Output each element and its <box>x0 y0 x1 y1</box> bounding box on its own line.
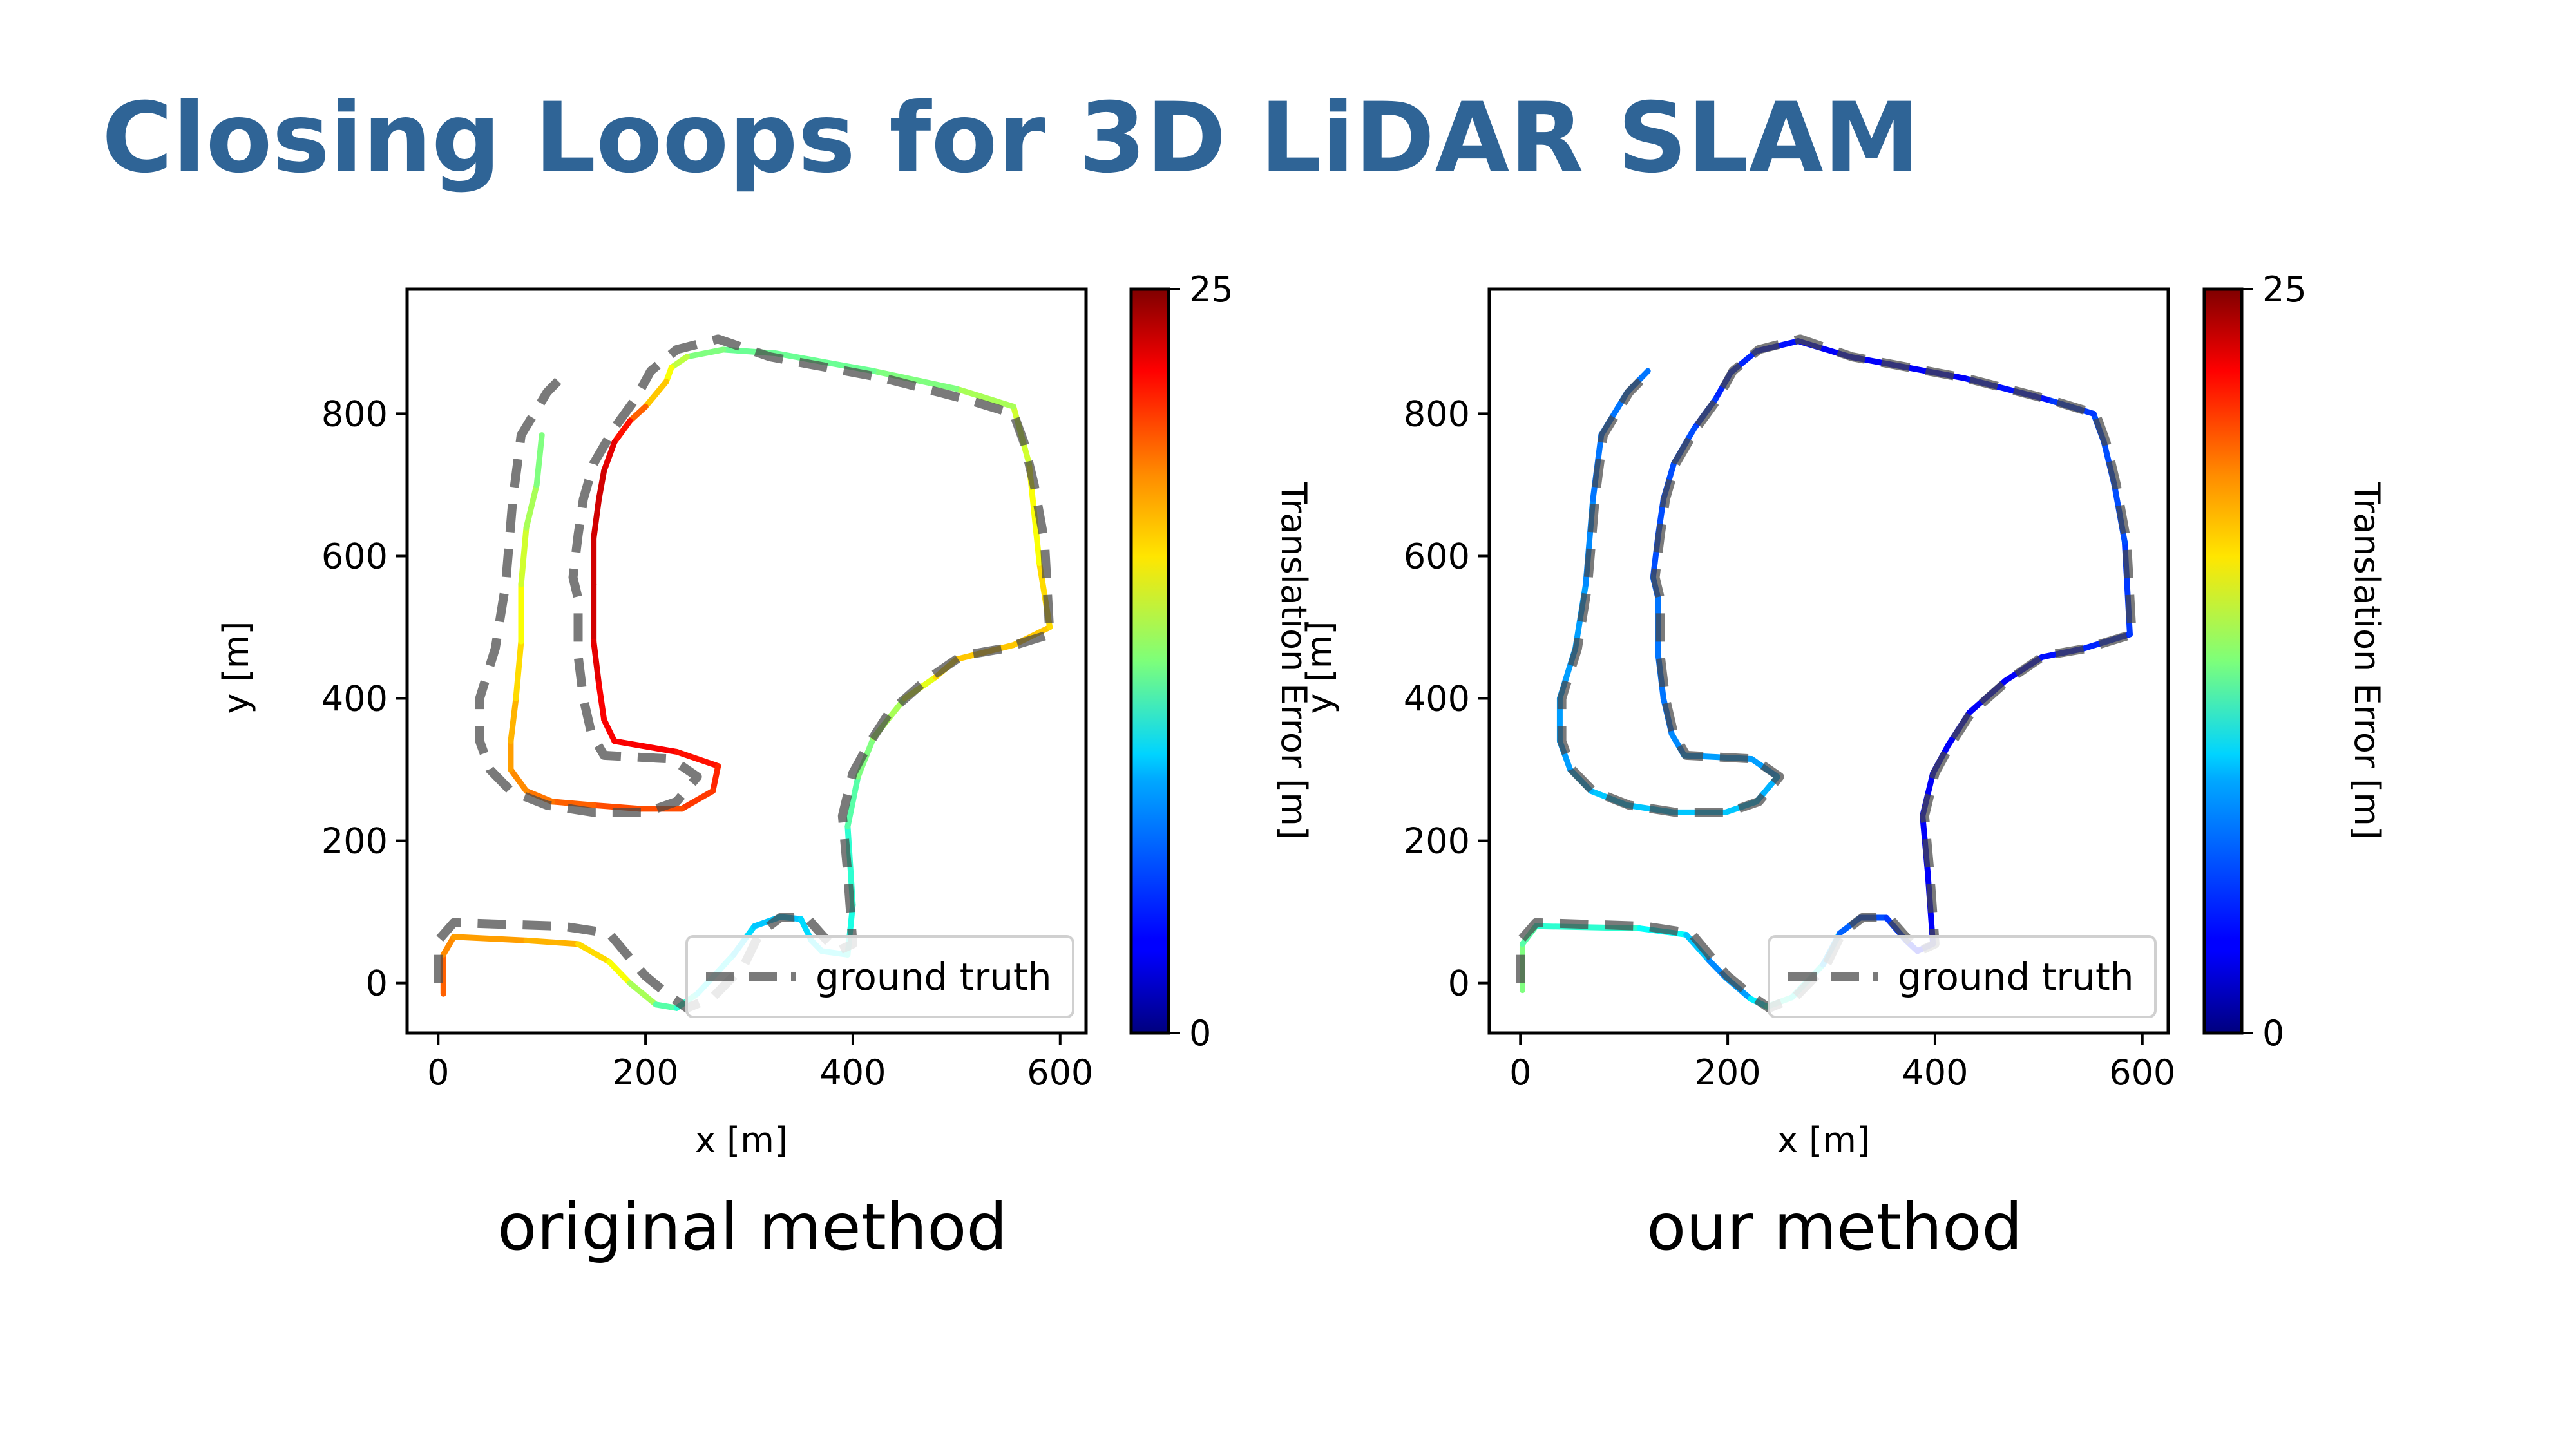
colorbar: 0 25 Translation Error [m] <box>2202 269 2387 1054</box>
legend-label: ground truth <box>1898 955 2134 999</box>
estimate-segment <box>533 432 545 488</box>
estimate-segment <box>953 386 1016 410</box>
estimate-segment <box>683 346 727 360</box>
y-tick-label: 600 <box>1404 536 1470 576</box>
estimate-segment <box>870 368 960 392</box>
estimate-segment <box>523 788 555 805</box>
estimate-segment <box>627 980 659 1008</box>
legend-box <box>685 935 1074 1018</box>
estimate-segment <box>678 788 716 812</box>
y-axis-label: y [m] <box>216 621 256 714</box>
colorbar-tick-label: 25 <box>1189 269 1234 310</box>
legend-label: ground truth <box>816 955 1052 999</box>
estimate-segment <box>627 403 649 424</box>
estimate-segment <box>575 941 613 965</box>
chart-panel-1: 0 200 400 600 0 200 400 600 800 x [m] y [m] our met… <box>1299 269 2387 1265</box>
estimate-segment <box>611 417 633 446</box>
estimate-segment <box>508 766 530 794</box>
colorbar-label: Translation Error [m] <box>2347 482 2387 840</box>
plot-frame <box>405 287 1088 1035</box>
x-axis-label: x [m] <box>1777 1120 1870 1160</box>
y-tick-label: 200 <box>1404 821 1470 862</box>
legend: ground truth <box>685 935 1074 1018</box>
y-axis-label: y [m] <box>1299 621 1340 714</box>
x-tick-label: 400 <box>819 1052 886 1093</box>
colorbar: 0 25 Translation Error [m] <box>1129 269 1314 1054</box>
y-tick-label: 400 <box>1404 679 1470 719</box>
x-tick-label: 0 <box>427 1052 449 1093</box>
colorbar-tick-label: 0 <box>1189 1013 1211 1054</box>
estimate-segment <box>710 763 721 794</box>
x-tick-label: 600 <box>2109 1052 2175 1093</box>
x-tick-label: 400 <box>1902 1052 1968 1093</box>
y-tick-label: 800 <box>321 393 388 434</box>
x-axis-label: x [m] <box>695 1120 788 1160</box>
chart-panel-0: 0 200 400 600 0 200 400 600 800 x [m] y [m] origina… <box>216 269 1314 1265</box>
colorbar-label: Translation Error [m] <box>1274 482 1314 840</box>
legend-box <box>1768 935 2157 1018</box>
y-tick-label: 200 <box>321 821 388 862</box>
estimate-segment <box>518 524 530 588</box>
y-tick-label: 600 <box>321 536 388 576</box>
colorbar-tick-label: 25 <box>2262 269 2307 310</box>
estimate-segment <box>523 937 582 947</box>
y-tick-label: 400 <box>321 679 388 719</box>
legend: ground truth <box>1768 935 2157 1018</box>
estimate-segment <box>601 717 618 744</box>
estimate-segment <box>642 379 669 410</box>
estimate-segment <box>606 958 633 987</box>
estimate-segment <box>673 748 721 770</box>
estimate-segment <box>772 350 877 374</box>
estimate-segment <box>523 482 540 531</box>
panel-caption: original method <box>497 1189 1007 1265</box>
plot-area <box>1489 289 2168 1033</box>
estimate-segment <box>844 773 861 829</box>
estimate-segment <box>591 638 602 687</box>
y-tick-label: 800 <box>1404 393 1470 434</box>
colorbar-gradient <box>2202 287 2244 1035</box>
slide-title: Closing Loops for 3D LiDAR SLAM <box>102 82 1920 194</box>
estimate-segment <box>653 1001 680 1011</box>
panel-caption: our method <box>1646 1189 2023 1265</box>
x-tick-label: 0 <box>1509 1052 1531 1093</box>
estimate-segment <box>596 468 607 502</box>
estimate-segment <box>450 934 530 943</box>
x-tick-label: 600 <box>1027 1052 1093 1093</box>
x-tick-label: 200 <box>613 1052 679 1093</box>
y-tick-label: 0 <box>366 963 388 1004</box>
estimate-segment <box>601 439 618 474</box>
estimate-segment <box>611 738 680 755</box>
colorbar-gradient <box>1129 287 1170 1035</box>
estimate-segment <box>508 696 519 744</box>
y-tick-label: 0 <box>1448 963 1470 1004</box>
colorbar-tick-label: 0 <box>2262 1013 2284 1054</box>
estimate-segment <box>440 934 457 958</box>
plot-frame <box>1487 287 2170 1035</box>
estimate-segment <box>668 354 690 371</box>
estimate-segment <box>513 638 524 702</box>
estimate-segment <box>549 799 597 808</box>
estimate-segment <box>596 681 607 723</box>
x-tick-label: 200 <box>1695 1052 1761 1093</box>
estimate-segment <box>591 496 602 542</box>
